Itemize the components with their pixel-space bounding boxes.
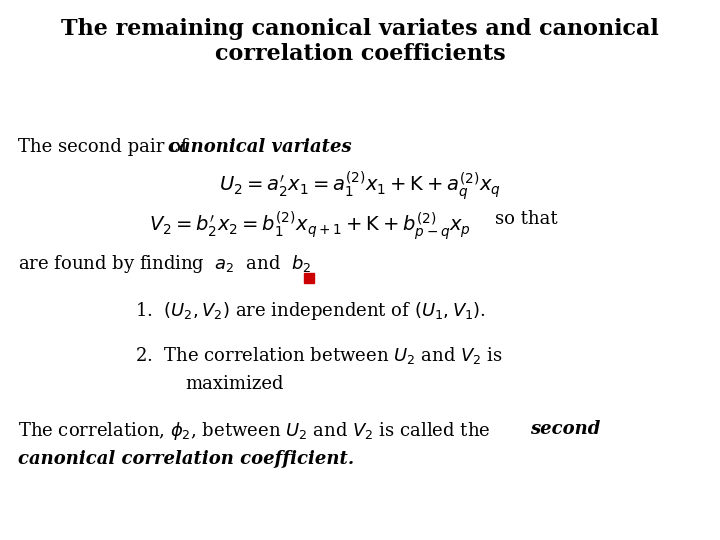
- Text: canonical variates: canonical variates: [168, 138, 351, 156]
- Text: canonical correlation coefficient.: canonical correlation coefficient.: [18, 450, 354, 468]
- Text: second: second: [530, 420, 600, 438]
- Text: maximized: maximized: [185, 375, 284, 393]
- Text: $U_2 = a_2^\prime x_1 = a_1^{(2)}x_1 + \mathrm{K} + a_q^{(2)}x_q$: $U_2 = a_2^\prime x_1 = a_1^{(2)}x_1 + \…: [219, 170, 501, 203]
- Text: so that: so that: [495, 210, 557, 228]
- Text: The correlation, $\phi_2$, between $U_2$ and $V_2$ is called the: The correlation, $\phi_2$, between $U_2$…: [18, 420, 491, 442]
- Text: 2.  The correlation between $U_2$ and $V_2$ is: 2. The correlation between $U_2$ and $V_…: [135, 345, 503, 366]
- Bar: [304, 273, 314, 283]
- Text: are found by finding  $a_2$  and  $b_2$: are found by finding $a_2$ and $b_2$: [18, 253, 311, 275]
- Text: The remaining canonical variates and canonical
correlation coefficients: The remaining canonical variates and can…: [61, 18, 659, 65]
- Text: $V_2 = b_2^\prime x_2 = b_1^{(2)}x_{q+1} + \mathrm{K} + b_{p-q}^{(2)}x_p$: $V_2 = b_2^\prime x_2 = b_1^{(2)}x_{q+1}…: [149, 210, 471, 243]
- Text: 1.  $(U_2,V_2)$ are independent of $(U_1,V_1)$.: 1. $(U_2,V_2)$ are independent of $(U_1,…: [135, 300, 486, 322]
- Text: The second pair of: The second pair of: [18, 138, 193, 156]
